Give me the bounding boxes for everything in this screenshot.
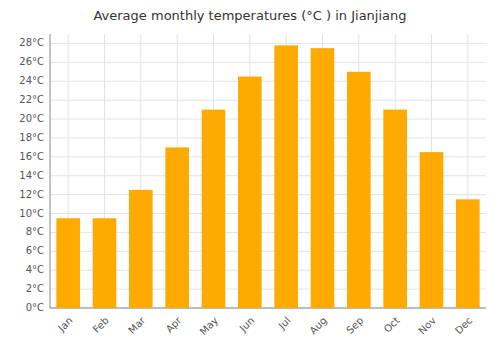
x-tick-label: Apr: [164, 314, 185, 335]
x-tick-label: Nov: [416, 315, 438, 337]
x-tick-label: Mar: [126, 314, 148, 336]
y-grid-line: [50, 100, 486, 101]
x-tick-label: Jul: [276, 315, 293, 332]
y-tick-label: 18°C: [19, 132, 44, 143]
chart-title: Average monthly temperatures (°C ) in Ji…: [93, 8, 406, 23]
y-tick-label: 6°C: [26, 245, 44, 256]
bars: [56, 45, 479, 308]
bar: [347, 72, 371, 308]
y-tick-label: 20°C: [19, 113, 44, 124]
y-grid-line: [50, 137, 486, 138]
x-tick-label: Aug: [307, 315, 329, 337]
bar: [93, 218, 117, 308]
y-tick-label: 2°C: [26, 283, 44, 294]
y-tick-label: 14°C: [19, 170, 44, 181]
x-tick-label: May: [198, 315, 220, 337]
x-tick-label: Sep: [344, 315, 365, 336]
bar: [311, 48, 335, 308]
y-grid-line: [50, 43, 486, 44]
y-grid-line: [50, 62, 486, 63]
y-tick-label: 4°C: [26, 264, 44, 275]
grid: [50, 34, 486, 308]
chart-svg: 0°C 2°C 4°C 6°C 8°C 10°C 12°C 14°C 16°C 18°C 20°C 2…: [0, 0, 500, 350]
y-tick-label: 8°C: [26, 226, 44, 237]
y-tick-label: 28°C: [19, 37, 44, 48]
x-tick-label: Feb: [91, 315, 111, 335]
y-tick-label: 16°C: [19, 151, 44, 162]
y-tick-label: 10°C: [19, 208, 44, 219]
bar: [56, 218, 80, 308]
bar: [456, 199, 480, 308]
x-tick-label: Jun: [237, 315, 257, 335]
y-axis-line: [50, 34, 51, 308]
y-tick-label: 0°C: [26, 302, 44, 313]
bar: [202, 110, 226, 308]
x-tick-label: Dec: [453, 315, 474, 336]
bar: [274, 45, 298, 308]
x-tick-label: Jan: [55, 315, 74, 334]
y-tick-label: 26°C: [19, 56, 44, 67]
bar: [165, 147, 189, 308]
axes: 0°C 2°C 4°C 6°C 8°C 10°C 12°C 14°C 16°C 18°C 20°C 2…: [19, 34, 486, 337]
y-tick-label: 12°C: [19, 189, 44, 200]
bar: [383, 110, 407, 308]
chart-container: 0°C 2°C 4°C 6°C 8°C 10°C 12°C 14°C 16°C 18°C 20°C 2…: [0, 0, 500, 350]
y-grid-line: [50, 119, 486, 120]
bar: [420, 152, 444, 308]
bar: [238, 77, 262, 308]
x-tick-label: Oct: [382, 315, 402, 335]
y-grid-line: [50, 81, 486, 82]
y-tick-label: 22°C: [19, 94, 44, 105]
bar: [129, 190, 153, 308]
y-tick-label: 24°C: [19, 75, 44, 86]
